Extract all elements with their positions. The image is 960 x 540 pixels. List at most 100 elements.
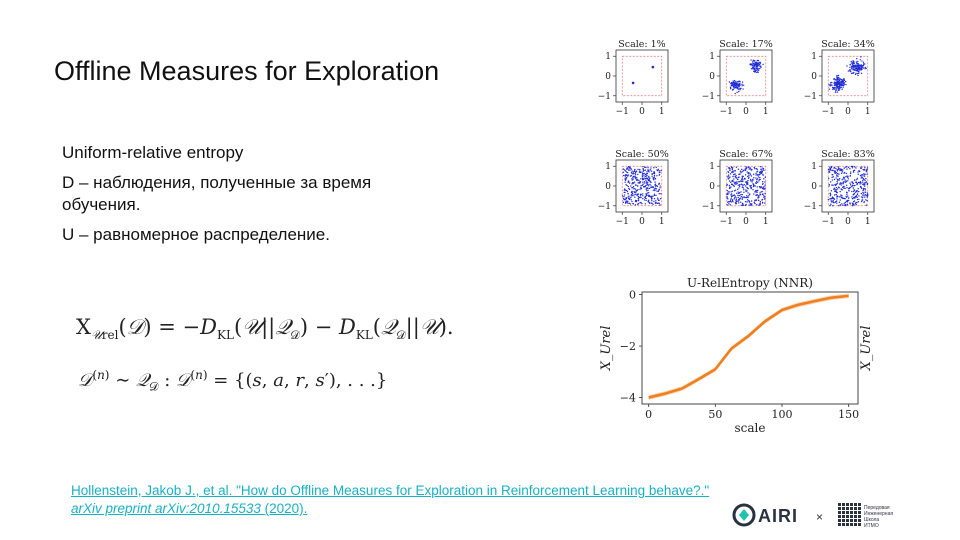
scatter-point <box>841 78 843 81</box>
scatter-point <box>749 180 752 182</box>
scatter-point <box>630 193 633 196</box>
scatter-point <box>655 194 657 197</box>
scatter-point <box>739 81 741 83</box>
school-logo-dot <box>842 515 845 518</box>
scatter-point <box>842 80 845 83</box>
scatter-point <box>764 202 766 204</box>
scatter-point <box>624 170 627 172</box>
scatter-point <box>844 201 847 204</box>
school-logo-dot <box>854 523 857 526</box>
scatter-point <box>650 185 652 187</box>
scatter-point <box>843 187 845 189</box>
scatter-point <box>839 86 841 88</box>
scatter-point <box>866 184 869 186</box>
scatter-point <box>623 174 625 177</box>
scatter-point <box>829 85 831 87</box>
scatter-point <box>742 203 744 206</box>
scatter-point <box>649 181 652 183</box>
scatter-point <box>628 198 631 201</box>
scatter-point <box>734 181 737 184</box>
scatter-point <box>737 200 739 202</box>
scatter-point <box>629 175 632 177</box>
school-logo-dot <box>842 503 845 506</box>
scatter-point <box>628 195 630 197</box>
scatter-point <box>747 179 749 182</box>
scatter-point <box>842 82 844 84</box>
scatter-point <box>738 192 740 195</box>
scatter-point <box>834 88 836 90</box>
school-line: Передовая <box>864 505 890 511</box>
scatter-point <box>727 167 730 169</box>
scatter-point <box>745 182 748 184</box>
scatter-point <box>845 172 848 175</box>
scatter-point <box>657 168 660 171</box>
scatter-point <box>728 184 731 187</box>
scatter-point <box>738 198 740 201</box>
scatter-point <box>836 191 838 194</box>
scatter-point <box>745 166 748 168</box>
scatter-point <box>726 196 728 198</box>
school-logo-dot <box>858 503 861 506</box>
scatter-point <box>626 174 628 177</box>
scatter-point <box>736 83 738 86</box>
scatter-point <box>739 201 742 203</box>
scatter-point <box>860 177 862 179</box>
scatter-point <box>735 183 737 185</box>
scatter-point <box>846 168 848 170</box>
scatter-point <box>746 182 749 184</box>
scatter-point <box>737 181 739 183</box>
scatter-point <box>645 199 647 202</box>
scatter-point <box>841 171 844 173</box>
footer-logos: AIRI × Передовая Инженерная Школа ИТМО <box>730 500 910 530</box>
scatter-point <box>643 172 645 175</box>
scatter-point <box>660 169 662 172</box>
scatter-point <box>652 203 654 206</box>
scatter-point <box>746 171 748 173</box>
scatter-point <box>845 200 848 203</box>
scatter-point <box>857 70 860 73</box>
scatter-point <box>744 168 747 170</box>
scatter-point <box>756 171 758 173</box>
scatter-point <box>637 196 640 198</box>
scatter-point <box>734 81 737 83</box>
scatter-point <box>758 180 760 182</box>
x-tick-label: −1 <box>720 217 733 227</box>
school-logo-dot <box>846 503 849 506</box>
scatter-point <box>741 198 743 200</box>
scatter-point <box>627 169 630 171</box>
scatter-point <box>654 189 656 192</box>
y-tick-label: −1 <box>598 202 611 212</box>
x-tick-label: 0 <box>743 107 749 117</box>
scatter-point <box>827 198 830 201</box>
scatter-point <box>830 190 833 192</box>
scatter-point <box>849 202 851 204</box>
scatter-point <box>838 204 840 207</box>
scatter-point <box>751 181 753 183</box>
scatter-point <box>641 176 644 178</box>
scatter-point <box>624 174 626 177</box>
scatter-point <box>844 203 847 206</box>
scatter-point <box>751 169 753 171</box>
school-logo-dot <box>842 519 845 522</box>
scatter-point <box>647 170 649 172</box>
x-tick-label: 0 <box>845 217 851 227</box>
scatter-point <box>855 194 858 197</box>
scatter-point <box>728 190 730 193</box>
scatter-point <box>647 187 649 190</box>
school-logo-dot <box>838 519 841 522</box>
reference-citation[interactable]: Hollenstein, Jakob J., et al. "How do Of… <box>71 482 721 518</box>
scatter-point <box>838 173 840 175</box>
scatter-point <box>833 81 836 83</box>
scatter-point <box>862 189 864 191</box>
scatter-point <box>757 181 759 184</box>
scatter-point <box>637 182 640 184</box>
scatter-point <box>851 181 854 184</box>
scatter-point <box>845 166 848 168</box>
scatter-point <box>644 195 647 198</box>
scatter-point <box>856 177 859 180</box>
scatter-point <box>861 166 863 168</box>
scatter-point <box>755 168 758 170</box>
reference-link[interactable]: Hollenstein, Jakob J., et al. "How do Of… <box>71 483 710 516</box>
scatter-point <box>755 172 757 175</box>
scatter-point <box>749 185 751 187</box>
